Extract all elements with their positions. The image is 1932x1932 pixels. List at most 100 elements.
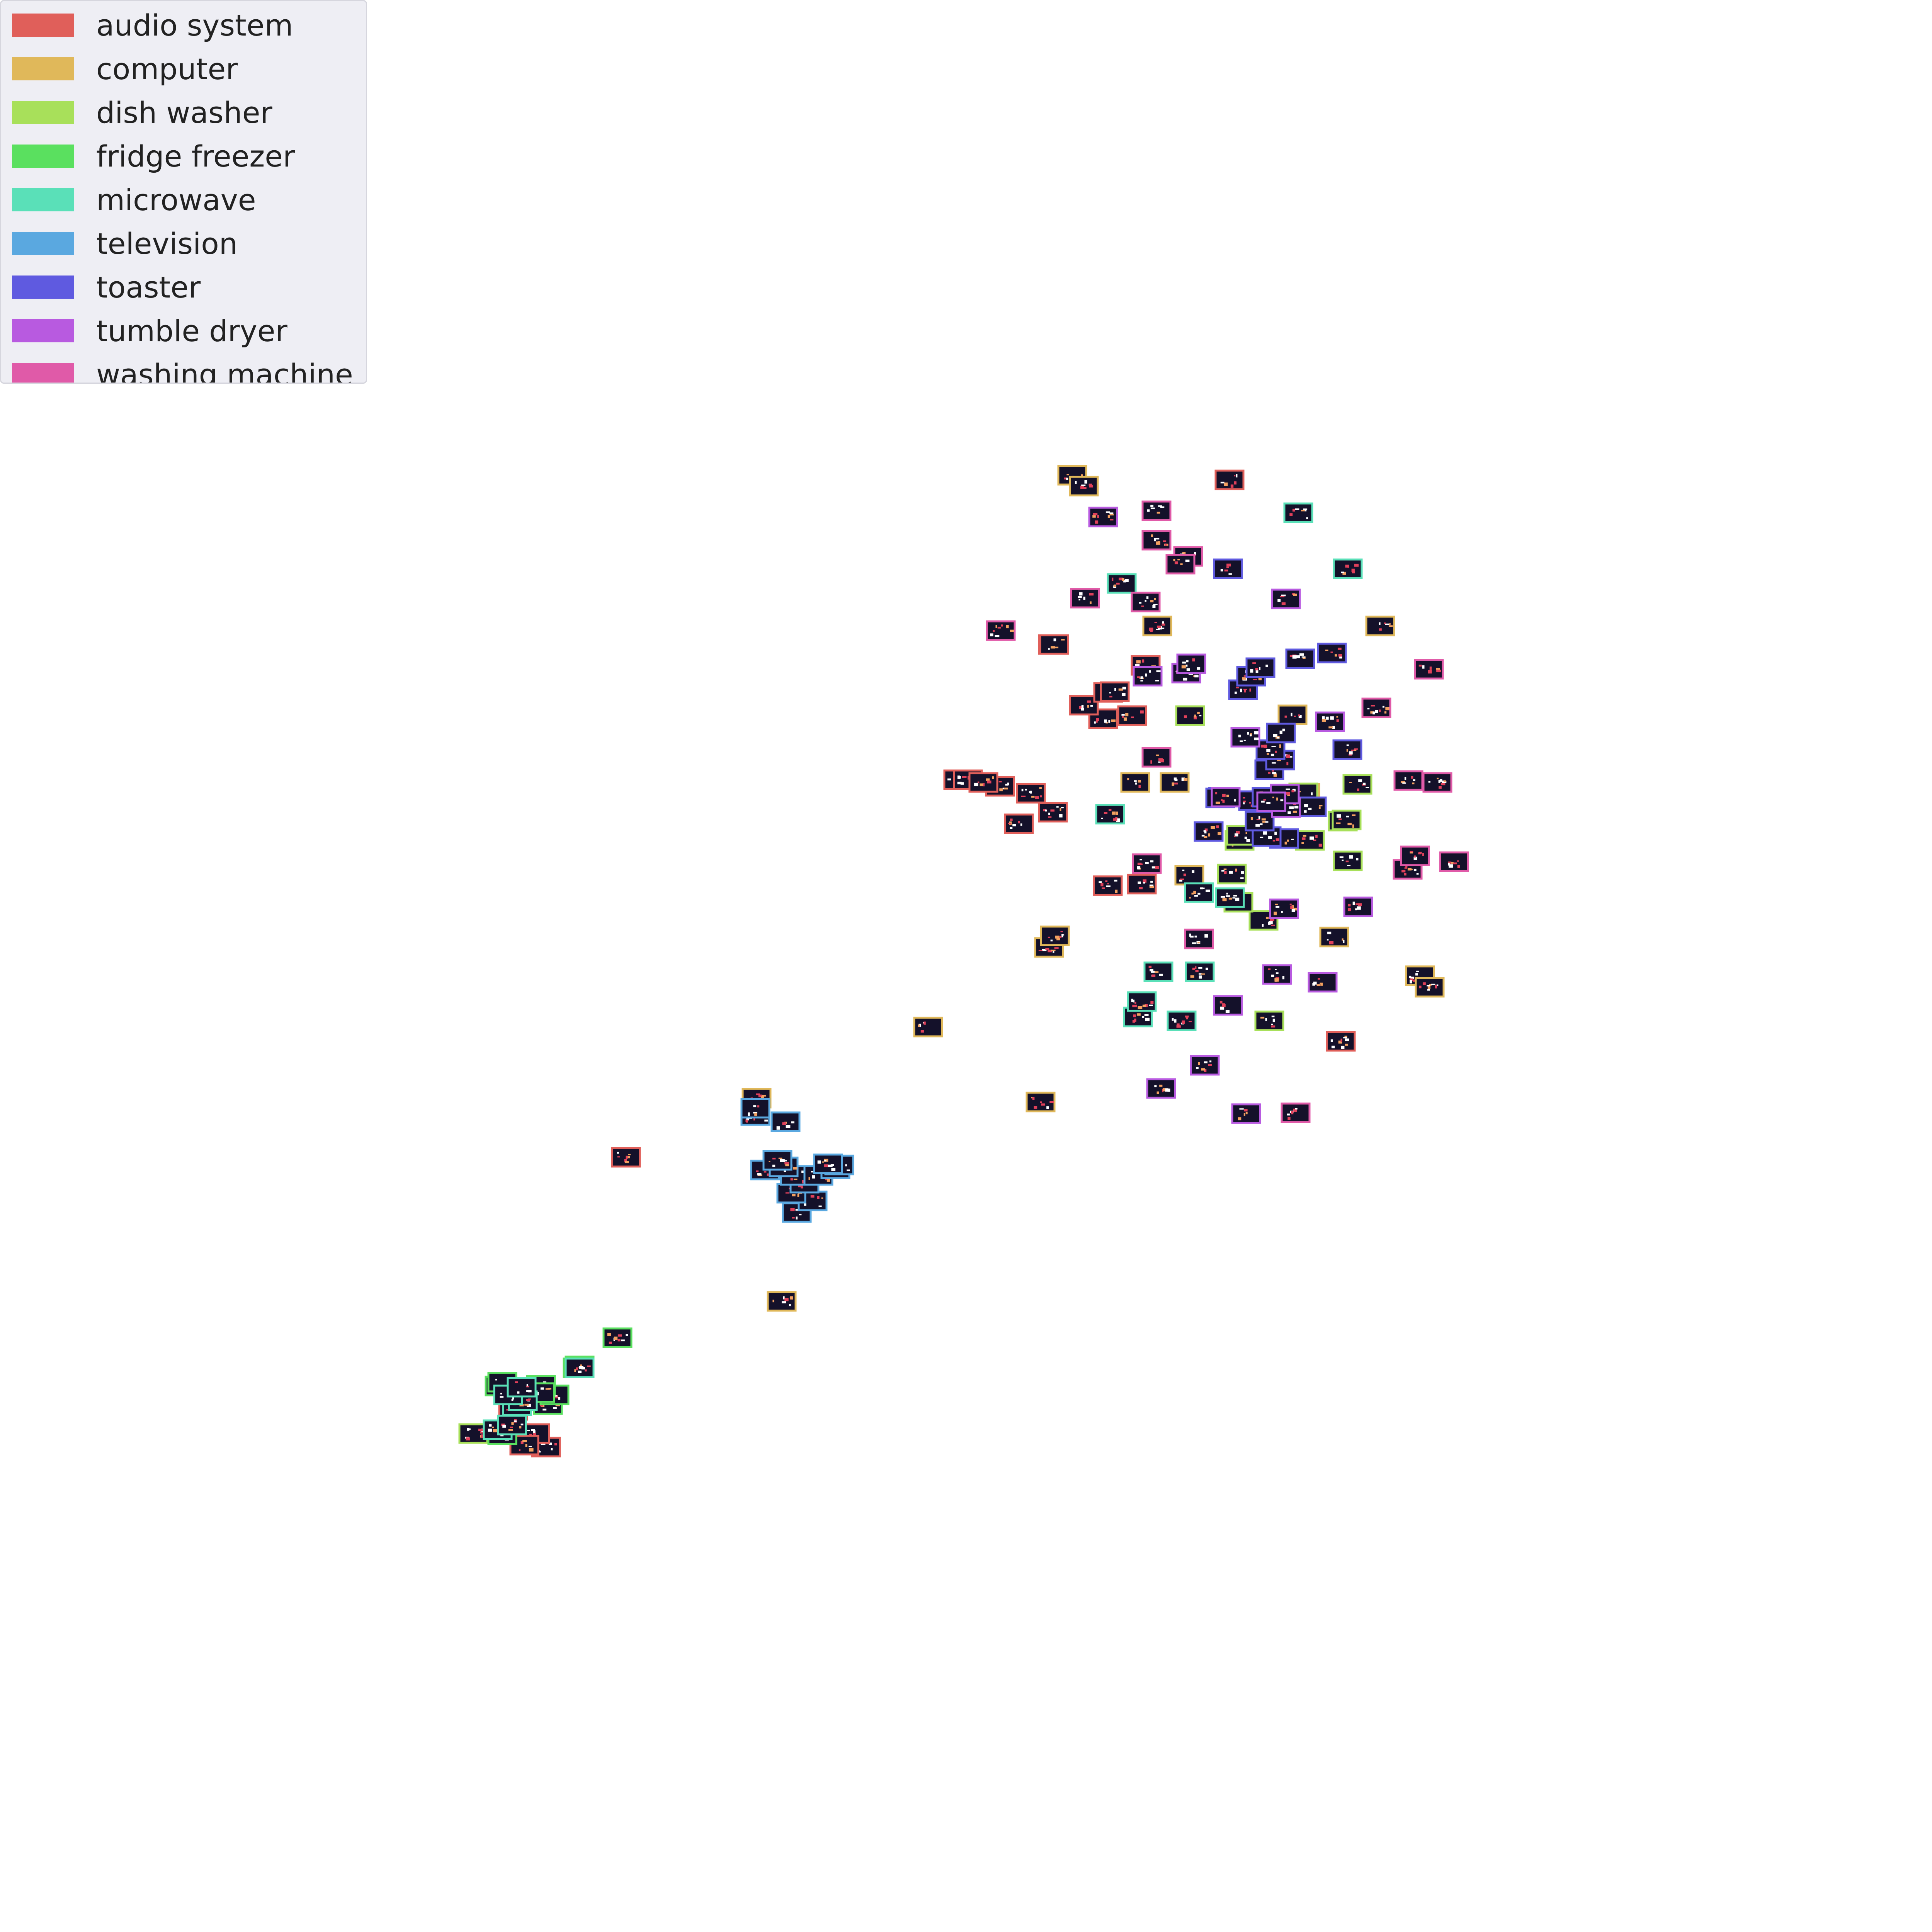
- legend-item-microwave: microwave: [12, 180, 366, 217]
- legend-item-computer: computer: [12, 49, 366, 86]
- thumbnail-marker: [1400, 845, 1430, 866]
- thumbnail-marker: [1160, 772, 1190, 793]
- thumbnail-marker: [1211, 787, 1241, 808]
- legend-label: audio system: [96, 8, 293, 43]
- thumbnail-marker: [1217, 864, 1247, 884]
- thumbnail-marker: [1141, 530, 1172, 551]
- thumbnail-marker: [1175, 705, 1205, 726]
- thumbnail-marker: [1332, 810, 1362, 830]
- thumbnail-marker: [1295, 830, 1325, 851]
- legend-swatch: [12, 101, 74, 124]
- thumbnail-marker: [1231, 1103, 1261, 1124]
- thumbnail-marker: [1174, 865, 1204, 886]
- thumbnail-marker: [1141, 500, 1172, 521]
- series-washing-machine: [986, 500, 1469, 1123]
- thumbnail-marker: [1069, 695, 1099, 716]
- thumbnail-marker: [1088, 507, 1118, 527]
- legend-swatch: [12, 14, 74, 37]
- thumbnail-marker: [813, 1153, 843, 1174]
- thumbnail-marker: [1213, 558, 1243, 579]
- thumbnail-marker: [740, 1098, 770, 1119]
- legend-label: television: [96, 226, 238, 261]
- thumbnail-marker: [1069, 476, 1099, 497]
- thumbnail-marker: [1194, 821, 1224, 842]
- thumbnail-marker: [1281, 1102, 1311, 1123]
- legend-label: computer: [96, 52, 238, 86]
- thumbnail-marker: [1167, 1010, 1197, 1031]
- legend-swatch: [12, 145, 74, 168]
- thumbnail-marker: [1414, 659, 1444, 680]
- thumbnail-marker: [1132, 853, 1162, 874]
- thumbnail-marker: [1004, 813, 1034, 834]
- thumbnail-marker: [1127, 991, 1157, 1012]
- thumbnail-marker: [1326, 1031, 1356, 1052]
- legend-label: fridge freezer: [96, 139, 295, 173]
- thumbnail-marker: [1120, 772, 1150, 793]
- legend-swatch: [12, 232, 74, 255]
- thumbnail-marker: [1214, 469, 1245, 490]
- thumbnail-marker: [1133, 666, 1163, 687]
- thumbnail-marker: [1415, 977, 1445, 998]
- thumbnail-marker: [565, 1357, 595, 1378]
- thumbnail-marker: [507, 1377, 537, 1398]
- legend-swatch: [12, 319, 74, 342]
- legend-item-toaster: toaster: [12, 267, 366, 304]
- thumbnail-marker: [1185, 961, 1215, 982]
- thumbnail-marker: [1365, 616, 1395, 636]
- thumbnail-marker: [1215, 887, 1245, 908]
- thumbnail-marker: [1254, 1010, 1284, 1031]
- thumbnail-marker: [1165, 554, 1196, 575]
- series-television: [740, 1098, 854, 1223]
- thumbnail-marker: [1262, 964, 1292, 985]
- thumbnail-marker: [1095, 804, 1125, 825]
- thumbnail-marker: [968, 772, 998, 793]
- thumbnail-marker: [1332, 739, 1362, 760]
- legend-label: washing machine: [96, 357, 353, 384]
- thumbnail-marker: [1230, 727, 1260, 748]
- thumbnail-marker: [986, 620, 1016, 641]
- legend-item-tumble-dryer: tumble dryer: [12, 311, 366, 348]
- thumbnail-marker: [1146, 1078, 1176, 1099]
- thumbnail-marker: [1317, 643, 1347, 663]
- thumbnail-marker: [1342, 774, 1372, 795]
- thumbnail-marker: [1266, 723, 1296, 743]
- thumbnail-marker: [1184, 882, 1214, 903]
- legend-label: microwave: [96, 183, 256, 217]
- legend-item-dish-washer: dish washer: [12, 92, 366, 130]
- thumbnail-marker: [1016, 783, 1046, 804]
- thumbnail-marker: [497, 1415, 527, 1435]
- thumbnail-marker: [1315, 711, 1345, 732]
- thumbnail-marker: [1319, 927, 1349, 947]
- thumbnail-marker: [913, 1017, 943, 1037]
- thumbnail-marker: [1333, 558, 1363, 579]
- legend-swatch: [12, 363, 74, 383]
- thumbnail-marker: [1107, 573, 1137, 594]
- thumbnail-marker: [767, 1291, 797, 1312]
- thumbnail-marker: [1256, 791, 1286, 812]
- series-microwave: [483, 502, 1363, 1440]
- thumbnail-marker: [1093, 875, 1123, 896]
- thumbnail-marker: [1040, 925, 1070, 946]
- thumbnail-marker: [1026, 1092, 1056, 1112]
- thumbnail-marker: [1393, 770, 1423, 791]
- legend-item-television: television: [12, 223, 366, 261]
- series-audio-system: [498, 469, 1356, 1458]
- legend-swatch: [12, 188, 74, 211]
- thumbnail-marker: [1038, 802, 1068, 823]
- legend-label: tumble dryer: [96, 314, 287, 348]
- thumbnail-marker: [1213, 995, 1243, 1016]
- thumbnail-marker: [1039, 634, 1069, 655]
- thumbnail-marker: [1141, 747, 1172, 768]
- thumbnail-marker: [762, 1150, 793, 1171]
- thumbnail-marker: [1283, 502, 1313, 523]
- thumbnail-marker: [1190, 1055, 1220, 1076]
- legend-swatch: [12, 57, 74, 80]
- thumbnail-marker: [1255, 739, 1286, 760]
- legend-item-fridge-freezer: fridge freezer: [12, 136, 366, 173]
- thumbnail-marker: [602, 1327, 633, 1348]
- legend-item-washing-machine: washing machine: [12, 354, 366, 384]
- legend-label: toaster: [96, 270, 201, 304]
- thumbnail-marker: [1245, 811, 1275, 832]
- thumbnail-marker: [1277, 704, 1308, 725]
